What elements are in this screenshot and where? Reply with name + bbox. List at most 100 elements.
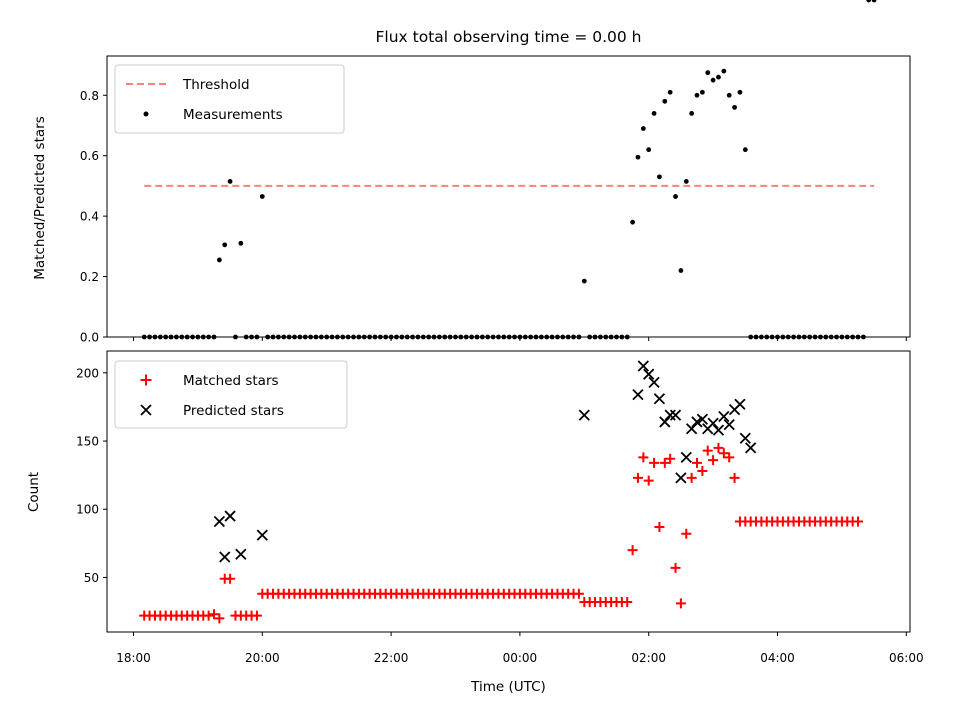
bottom-panel: Count Time (UTC) 50 100 150 200 18:00 20:00 2… [26,351,924,695]
matched-star-marker [203,610,214,621]
x-tick-label: 04:00 [760,651,795,665]
top-panel: Flux total observing time = 0.00 h Match… [32,0,911,345]
top-y-ticks: 0.0 0.2 0.4 0.6 0.8 [80,89,107,345]
measurements-legend-swatch [143,111,149,117]
measurement-point [699,89,705,95]
bottom-y-tick-label: 100 [76,503,99,517]
predicted-star-marker [213,515,226,528]
measurement-point [640,126,646,131]
predicted-star-marker [637,360,649,372]
predicted-star-marker [659,416,671,428]
predicted-star-marker [219,551,231,563]
x-tick-label: 18:00 [116,651,151,665]
bottom-y-tick-label: 150 [76,435,99,449]
matched-star-marker [649,457,660,468]
measurement-point [866,0,872,3]
bottom-legend-box [114,360,348,429]
bottom-y-axis-label: Count [26,472,42,512]
matched-star-marker [686,472,697,483]
predicted-star-marker [691,416,703,428]
x-tick-label: 02:00 [631,651,666,665]
top-legend-box [114,64,345,134]
predicted-star-marker [648,376,660,389]
predicted-star-marker [723,419,735,431]
top-legend: Threshold Measurements [114,64,345,134]
bottom-y-ticks: 50 100 150 200 [76,366,107,585]
measurement-point [678,268,684,273]
matched-legend-swatch [140,374,152,386]
measurement-point [689,111,695,116]
predicted-star-marker [675,472,687,484]
predicted-star-marker [256,529,268,541]
matched-star-marker [214,613,225,624]
predicted-star-marker [707,417,719,429]
predicted-star-marker [680,451,692,464]
top-y-tick-label: 0.4 [80,210,99,224]
matched-star-marker [729,472,740,483]
predicted-star-marker [643,368,655,380]
measurement-point [705,70,711,76]
measurement-point [646,147,652,153]
measurement-point [871,0,877,3]
predicted-legend-label: Predicted stars [183,403,284,419]
measurement-point [222,242,228,248]
matched-star-marker [681,528,692,539]
matched-star-marker [670,562,681,573]
bottom-y-tick-label: 200 [76,366,99,380]
measurement-point [581,278,587,284]
x-axis-label: Time (UTC) [470,679,546,695]
measurement-point [238,240,244,246]
x-tick-label: 06:00 [889,651,924,665]
measurement-point [694,92,700,98]
measurement-point [710,77,716,83]
measurement-point [667,89,673,95]
top-y-tick-label: 0.8 [80,89,99,103]
measurement-point [673,194,678,199]
top-y-tick-label: 0.2 [80,270,99,284]
measurement-point [732,104,737,110]
predicted-star-marker [718,410,730,423]
predicted-star-marker [235,548,247,560]
matched-star-marker [251,610,262,621]
top-chart-title: Flux total observing time = 0.00 h [375,28,641,46]
predicted-star-marker [739,432,751,444]
measurement-point [721,68,727,74]
matched-star-marker [675,598,686,609]
matched-star-marker [659,457,670,468]
matched-star-marker [718,448,729,459]
bottom-legend: Matched stars Predicted stars [114,360,348,429]
measurement-point [657,174,662,180]
predicted-legend-swatch [140,404,152,416]
x-tick-label: 20:00 [245,651,280,665]
bottom-plot-area [139,360,863,624]
measurement-point [662,98,668,104]
measurement-point [259,194,265,199]
measurement-point [651,111,657,116]
predicted-star-marker [685,423,698,435]
predicted-star-marker [734,398,746,410]
matched-star-marker [692,457,702,468]
top-plot-area [141,0,877,340]
matched-legend-label: Matched stars [183,373,279,389]
measurement-point [742,147,748,153]
predicted-star-marker [696,413,709,425]
predicted-star-marker [669,409,682,421]
measurement-point [683,178,689,184]
predicted-star-marker [224,510,236,522]
measurement-point [737,89,743,95]
bottom-x-ticks: 18:00 20:00 22:00 00:00 02:00 04:00 06:00 [116,632,924,665]
x-tick-label: 00:00 [503,651,538,665]
bottom-axes-frame [106,350,911,633]
predicted-star-marker [653,393,666,405]
measurement-point [630,219,635,225]
measurement-point [216,257,222,263]
top-y-axis-label: Matched/Predicted stars [32,116,48,279]
bottom-y-tick-label: 50 [84,571,99,585]
predicted-star-marker [712,424,725,436]
matched-star-marker [638,452,649,463]
top-y-tick-label: 0.6 [80,149,99,163]
matched-star-marker [627,545,638,556]
predicted-star-marker [745,442,757,454]
top-y-tick-label: 0.0 [80,331,99,345]
